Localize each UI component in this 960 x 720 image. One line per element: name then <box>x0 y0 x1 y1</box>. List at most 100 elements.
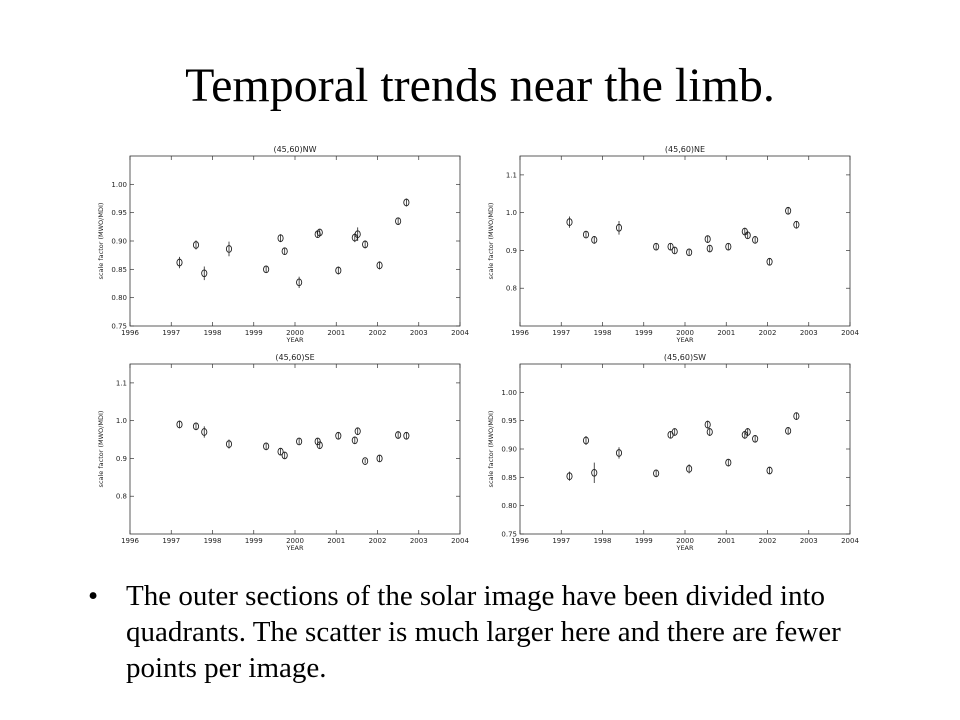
point-marker <box>362 240 369 249</box>
x-tick-label: 2004 <box>841 329 859 337</box>
slide-title: Temporal trends near the limb. <box>185 59 775 112</box>
point-marker <box>296 437 303 446</box>
x-tick-label: 2004 <box>451 537 469 545</box>
y-tick-label: 0.80 <box>111 294 127 302</box>
data-point <box>766 466 773 475</box>
data-point <box>201 426 208 438</box>
y-tick-label: 0.8 <box>116 493 127 501</box>
point-marker <box>225 245 233 253</box>
x-tick-label: 2002 <box>759 329 777 337</box>
point-marker <box>263 265 270 274</box>
data-point <box>296 276 303 289</box>
point-marker <box>667 242 674 251</box>
data-point <box>225 439 233 449</box>
x-tick-label: 1997 <box>162 329 180 337</box>
data-point <box>566 471 573 481</box>
data-point <box>354 427 361 436</box>
data-point <box>192 422 200 431</box>
chart-title: (45,60)SW <box>664 353 706 362</box>
x-tick-label: 1999 <box>245 537 263 545</box>
y-tick-label: 1.00 <box>111 181 127 189</box>
x-tick-label: 2002 <box>369 537 387 545</box>
data-point <box>653 242 660 251</box>
data-point <box>785 206 792 215</box>
x-tick-label: 2000 <box>676 329 694 337</box>
data-point <box>725 242 732 251</box>
bullet-item: • The outer sections of the solar image … <box>88 578 908 686</box>
point-marker <box>744 428 751 436</box>
point-marker <box>706 244 713 253</box>
point-marker <box>566 472 573 481</box>
point-marker <box>582 230 590 239</box>
data-point <box>785 427 792 435</box>
point-marker <box>395 217 402 226</box>
data-point <box>752 434 759 443</box>
point-marker <box>335 431 342 440</box>
data-point <box>281 247 288 256</box>
point-marker <box>201 269 208 278</box>
chart-svg: (45,60)NE 1996 1997 1998 1999 2000 2001 2002 200… <box>487 145 859 344</box>
point-marker <box>316 441 323 450</box>
y-tick-label: 0.85 <box>111 266 127 274</box>
y-axis-label: scale factor (MWO/MDI) <box>487 411 495 488</box>
data-point <box>403 198 410 207</box>
point-marker <box>376 454 383 463</box>
point-marker <box>744 231 751 240</box>
x-tick-label: 1998 <box>594 329 612 337</box>
point-marker <box>335 266 342 275</box>
bullet-list: • The outer sections of the solar image … <box>88 578 908 686</box>
point-marker <box>395 431 402 439</box>
data-point <box>766 257 773 266</box>
point-marker <box>263 442 270 451</box>
y-tick-label: 0.75 <box>111 323 127 331</box>
chart-svg: (45,60)SE 1996 1997 1998 1999 2000 2001 2002 200… <box>97 353 469 552</box>
data-point <box>591 462 598 483</box>
data-point <box>706 244 713 253</box>
y-tick-label: 0.85 <box>501 474 517 482</box>
point-marker <box>176 258 183 267</box>
data-point <box>686 248 693 257</box>
x-axis-label: YEAR <box>675 336 694 344</box>
point-marker <box>793 412 800 420</box>
y-tick-label: 1.0 <box>116 417 127 425</box>
x-tick-label: 2001 <box>717 329 735 337</box>
point-marker <box>725 458 732 467</box>
point-marker <box>766 466 773 475</box>
data-point <box>376 454 383 463</box>
data-point <box>176 256 183 269</box>
data-point <box>316 228 323 237</box>
data-point <box>793 220 800 229</box>
data-point <box>335 266 342 275</box>
data-point <box>277 447 284 456</box>
x-tick-label: 1996 <box>511 329 529 337</box>
data-point <box>395 431 402 439</box>
y-tick-label: 0.75 <box>501 531 517 539</box>
point-marker <box>354 427 361 436</box>
x-tick-label: 2002 <box>369 329 387 337</box>
data-point <box>793 412 800 420</box>
data-point <box>362 240 369 249</box>
point-marker <box>277 234 284 243</box>
point-marker <box>192 241 200 249</box>
point-marker <box>376 261 383 270</box>
x-tick-label: 1998 <box>594 537 612 545</box>
data-point <box>725 458 732 467</box>
y-axis-label: scale factor (MWO/MDI) <box>97 203 105 280</box>
x-tick-label: 2001 <box>717 537 735 545</box>
y-tick-label: 1.1 <box>506 171 517 179</box>
x-tick-label: 2004 <box>841 537 859 545</box>
chart-title: (45,60)NW <box>273 145 316 154</box>
point-marker <box>766 257 773 266</box>
data-point <box>566 216 573 228</box>
x-tick-label: 2004 <box>451 329 469 337</box>
point-marker <box>591 468 598 477</box>
point-marker <box>362 457 369 465</box>
data-point <box>615 220 623 235</box>
data-point <box>316 441 323 450</box>
data-point <box>706 428 713 436</box>
data-point <box>395 217 402 226</box>
scatter-plot-sw: (45,60)SW 1996 1997 1998 1999 2000 2001 2002 200… <box>482 350 860 560</box>
point-marker <box>225 440 233 448</box>
point-marker <box>752 236 759 244</box>
data-point <box>671 246 678 255</box>
